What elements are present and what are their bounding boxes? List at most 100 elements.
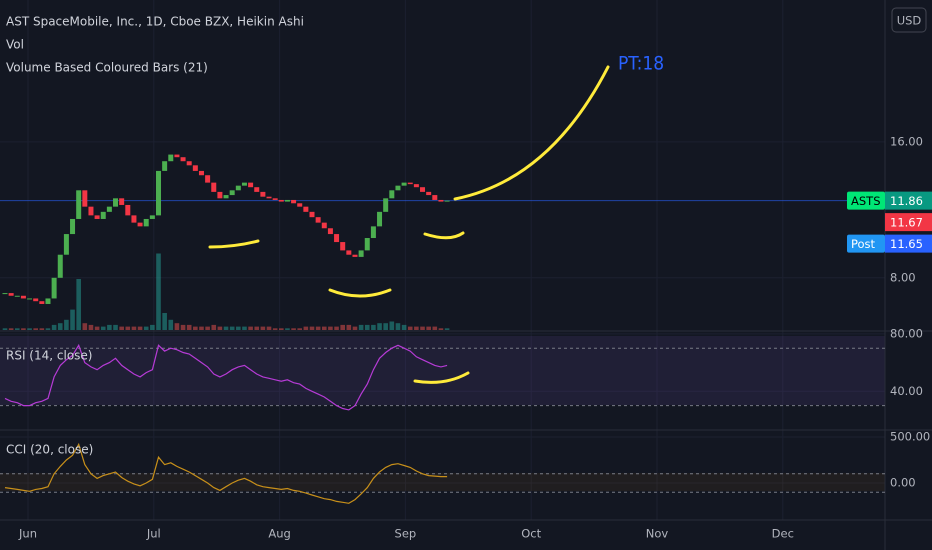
candle — [198, 170, 204, 176]
volume-bar — [223, 326, 229, 330]
candle — [137, 222, 143, 227]
volume-bar — [229, 326, 235, 330]
volume-bar — [137, 326, 143, 330]
candle — [2, 293, 8, 295]
candle — [291, 199, 297, 204]
volume-bar — [377, 323, 382, 330]
drawing — [208, 239, 260, 249]
tag-symbol-bg — [847, 234, 885, 253]
candle — [327, 228, 333, 235]
candle — [284, 199, 290, 202]
volume-bar — [340, 324, 345, 330]
candle — [309, 211, 315, 218]
candle — [229, 190, 235, 196]
candle — [106, 206, 112, 212]
volume-bar — [205, 326, 210, 330]
volume-bar — [45, 328, 51, 330]
volume-bar — [33, 328, 38, 330]
plot — [0, 154, 885, 504]
legend: CCI (20, close) — [6, 443, 93, 457]
volume-bar — [211, 324, 217, 330]
volume-bar — [199, 326, 204, 330]
candle — [156, 170, 161, 216]
candle — [63, 234, 69, 255]
candle — [14, 295, 20, 297]
currency-button[interactable] — [891, 7, 927, 33]
candle — [260, 191, 266, 197]
volume-bar — [401, 324, 407, 330]
volume-bar — [14, 328, 20, 330]
cci-band-fill — [0, 473, 885, 491]
x-tick-label: Aug — [268, 527, 290, 541]
volume-bar — [272, 328, 278, 330]
currency[interactable]: USD — [897, 14, 922, 28]
candle — [315, 217, 321, 223]
volume-bar — [438, 328, 444, 330]
volume-bar — [94, 326, 100, 330]
volume-bar — [254, 326, 260, 330]
y-tick-label: 80.00 — [890, 326, 923, 340]
x-tick-label: Sep — [395, 527, 417, 541]
y-tick-label: 16.00 — [890, 134, 923, 148]
candle — [20, 295, 26, 299]
volume-bar — [39, 328, 45, 330]
volume-bar — [82, 323, 88, 330]
volume-bar — [346, 324, 352, 330]
volume-bar — [383, 323, 388, 330]
volume-bar — [119, 326, 124, 330]
candle — [143, 218, 149, 227]
volume-bar — [143, 326, 149, 330]
volume-bar — [57, 323, 63, 330]
tag-symbol: ASTS — [851, 194, 881, 208]
candle — [33, 298, 39, 302]
candle — [180, 157, 186, 162]
volume-bar — [426, 326, 431, 330]
tag-price: 11.67 — [890, 216, 923, 230]
candle — [370, 226, 376, 239]
tag-price: 11.86 — [890, 194, 923, 208]
volume-bar — [321, 326, 327, 330]
candle — [70, 218, 76, 235]
tag-bg — [885, 191, 932, 210]
x-tick-label: Nov — [646, 527, 669, 541]
volume-bar — [156, 253, 161, 330]
candle — [94, 215, 100, 219]
volume-bar — [371, 324, 376, 330]
volume-bar — [217, 326, 223, 330]
volume-bar — [76, 279, 81, 330]
volume-bar — [414, 326, 419, 330]
volume-bar — [285, 328, 290, 330]
legend: Volume Based Coloured Bars (21) — [6, 61, 208, 75]
candle — [303, 206, 309, 212]
volume-bar — [27, 328, 32, 330]
cci-line — [4, 442, 448, 504]
volume-bar — [444, 328, 450, 330]
volume-bar — [260, 326, 266, 330]
candle — [438, 199, 444, 202]
drawing — [423, 231, 465, 240]
candle — [76, 190, 82, 219]
volume-bar — [389, 321, 395, 330]
candle — [88, 206, 94, 216]
candle — [254, 187, 260, 192]
candle — [39, 301, 45, 304]
candle — [334, 234, 340, 243]
volume-bar — [334, 326, 339, 330]
tag-price: 11.65 — [890, 237, 923, 251]
candle — [432, 195, 438, 200]
candle — [321, 222, 327, 229]
volume-bar — [395, 323, 401, 330]
volume-bar — [70, 309, 75, 330]
volume-bar — [168, 319, 174, 330]
volume-bar — [266, 326, 272, 330]
candle — [186, 161, 192, 166]
candle — [162, 161, 168, 171]
candle — [45, 298, 51, 304]
candle — [241, 182, 247, 186]
candle — [383, 198, 389, 212]
candle — [8, 293, 14, 296]
volume-bar — [291, 328, 296, 330]
candle — [297, 203, 303, 207]
